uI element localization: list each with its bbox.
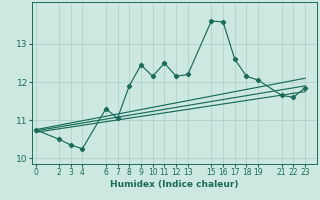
X-axis label: Humidex (Indice chaleur): Humidex (Indice chaleur)	[110, 180, 239, 189]
